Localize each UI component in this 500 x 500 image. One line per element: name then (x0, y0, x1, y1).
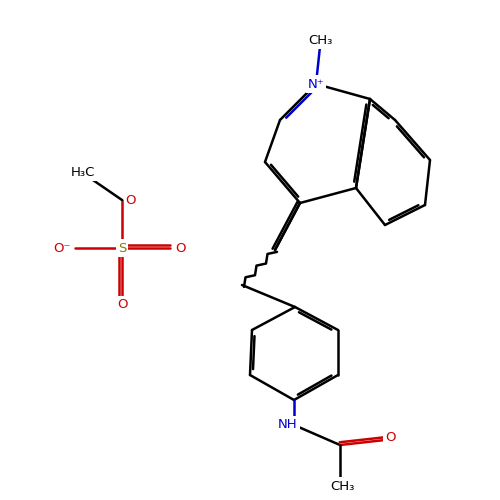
Text: NH: NH (278, 418, 298, 432)
Text: S: S (118, 242, 126, 254)
Text: O: O (117, 298, 127, 312)
Text: O: O (385, 431, 395, 444)
Text: H₃C: H₃C (70, 166, 94, 178)
Text: N⁺: N⁺ (308, 78, 324, 90)
Text: CH₃: CH₃ (308, 34, 332, 47)
Text: O: O (126, 194, 136, 206)
Text: CH₃: CH₃ (330, 480, 354, 492)
Text: O⁻: O⁻ (54, 242, 72, 254)
Text: O: O (175, 242, 185, 254)
